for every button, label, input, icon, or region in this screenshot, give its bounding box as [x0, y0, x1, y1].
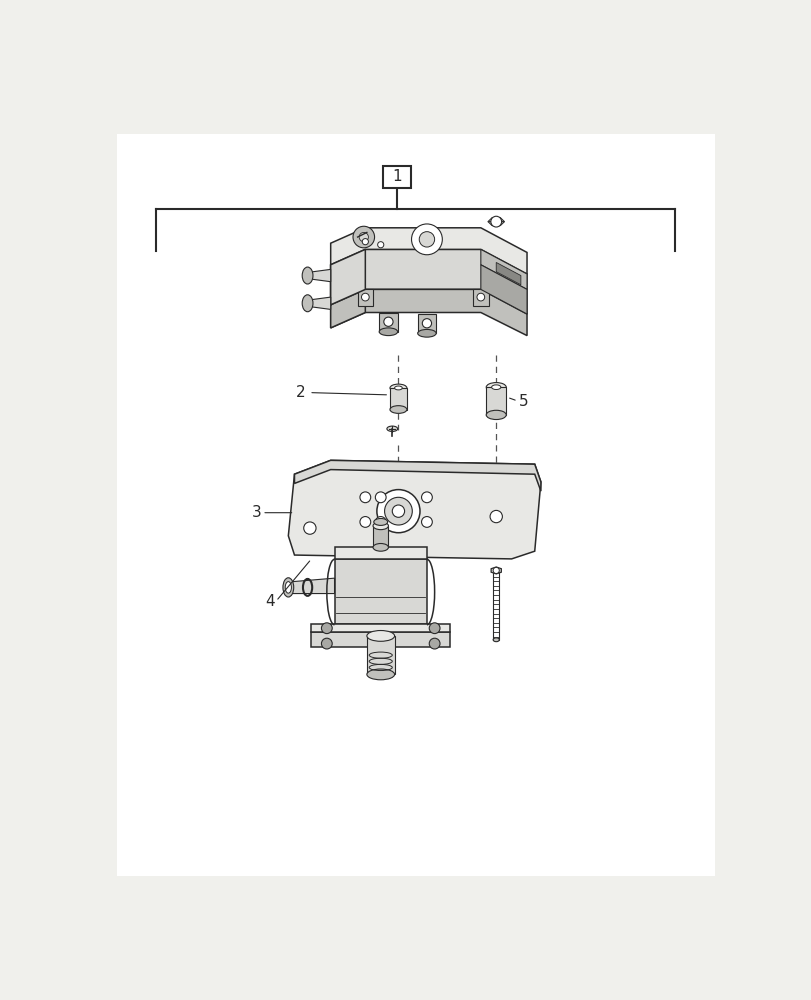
Bar [389, 388, 406, 410]
Polygon shape [288, 578, 334, 594]
Ellipse shape [373, 518, 387, 525]
Circle shape [421, 492, 431, 503]
Circle shape [375, 517, 386, 527]
Polygon shape [487, 218, 496, 222]
Circle shape [490, 510, 502, 523]
Bar [486, 387, 505, 415]
Polygon shape [357, 289, 372, 306]
Polygon shape [288, 460, 540, 559]
Ellipse shape [486, 383, 505, 392]
Circle shape [418, 232, 434, 247]
Text: 3: 3 [251, 505, 261, 520]
Text: 1: 1 [392, 169, 401, 184]
Circle shape [321, 623, 332, 634]
Ellipse shape [302, 267, 312, 284]
Ellipse shape [379, 328, 397, 336]
Circle shape [492, 567, 499, 574]
Polygon shape [330, 228, 526, 274]
Bar [372, 526, 388, 547]
Circle shape [476, 293, 484, 301]
Text: 4: 4 [265, 594, 274, 609]
Circle shape [421, 517, 431, 527]
Polygon shape [311, 624, 449, 632]
Circle shape [375, 492, 386, 503]
Bar [492, 570, 499, 640]
Circle shape [429, 638, 440, 649]
Ellipse shape [367, 669, 394, 680]
Polygon shape [334, 547, 427, 559]
Text: 2: 2 [296, 385, 305, 400]
Polygon shape [330, 289, 526, 336]
Ellipse shape [486, 410, 505, 420]
Polygon shape [307, 269, 330, 282]
Polygon shape [294, 460, 540, 491]
Circle shape [303, 522, 315, 534]
Polygon shape [487, 222, 496, 226]
Circle shape [377, 242, 384, 248]
Circle shape [353, 226, 374, 248]
Polygon shape [307, 297, 330, 309]
Ellipse shape [389, 406, 406, 413]
Ellipse shape [285, 582, 291, 593]
Polygon shape [473, 289, 488, 306]
Ellipse shape [491, 385, 500, 389]
Polygon shape [311, 632, 449, 647]
Text: 5: 5 [519, 394, 528, 409]
Circle shape [376, 490, 419, 533]
Polygon shape [330, 249, 526, 314]
Circle shape [321, 638, 332, 649]
Polygon shape [330, 265, 365, 328]
Polygon shape [491, 222, 500, 226]
Circle shape [362, 239, 368, 245]
Bar [367, 636, 394, 674]
Ellipse shape [282, 578, 294, 597]
Circle shape [429, 623, 440, 634]
Polygon shape [496, 262, 520, 285]
Ellipse shape [394, 386, 401, 390]
Bar [383, 166, 410, 188]
Circle shape [411, 224, 442, 255]
Circle shape [384, 497, 412, 525]
Polygon shape [496, 218, 504, 222]
Ellipse shape [302, 295, 312, 312]
Circle shape [358, 232, 368, 242]
Polygon shape [480, 265, 526, 314]
Circle shape [490, 216, 501, 227]
Circle shape [384, 317, 393, 326]
Circle shape [359, 492, 371, 503]
Circle shape [422, 319, 431, 328]
Ellipse shape [417, 329, 436, 337]
Ellipse shape [372, 543, 388, 551]
Polygon shape [491, 567, 500, 574]
Polygon shape [417, 314, 436, 333]
Circle shape [359, 517, 371, 527]
Circle shape [392, 505, 404, 517]
Ellipse shape [492, 638, 499, 642]
Polygon shape [496, 222, 504, 226]
Ellipse shape [367, 631, 394, 641]
Ellipse shape [386, 426, 397, 431]
Ellipse shape [372, 522, 388, 530]
Polygon shape [379, 312, 397, 332]
Polygon shape [334, 559, 427, 624]
Polygon shape [480, 249, 526, 289]
Ellipse shape [389, 384, 406, 392]
Circle shape [361, 293, 369, 301]
Polygon shape [491, 218, 500, 222]
Polygon shape [330, 249, 365, 305]
